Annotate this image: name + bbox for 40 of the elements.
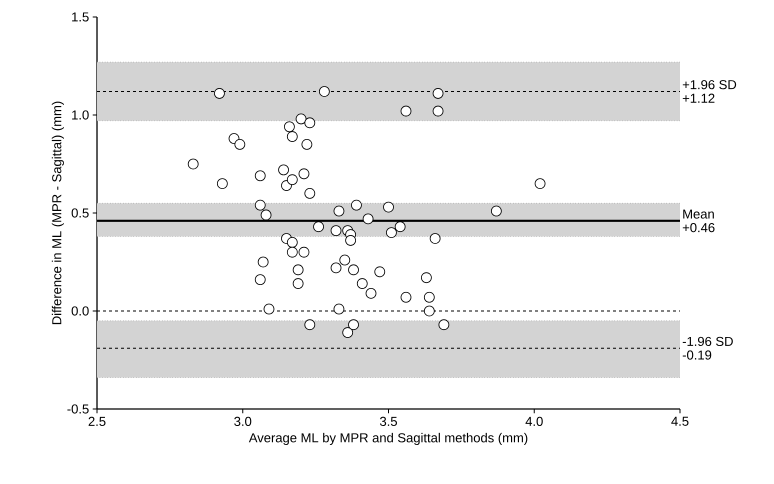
- point: [400, 106, 412, 116]
- y-tick-label: 0.5: [72, 208, 89, 218]
- x-tick-label: 3.0: [234, 416, 252, 426]
- point: [342, 327, 354, 338]
- y-axis-title: Difference in ML (MPR - Sagittal) (mm): [52, 102, 64, 324]
- point: [214, 88, 225, 99]
- text: +0.46: [682, 223, 715, 232]
- ref-line-label: -1.96 SD: [682, 336, 733, 346]
- point: [254, 200, 266, 211]
- point: [386, 227, 397, 238]
- text: -0.19: [682, 350, 712, 360]
- point: [260, 210, 272, 220]
- text: +1.12: [682, 94, 714, 103]
- y-tick-label: 0.0: [72, 306, 89, 316]
- point: [432, 88, 444, 99]
- point: [330, 225, 342, 236]
- x-tick-label: 4.5: [671, 416, 688, 426]
- y-tick-label: 1.5: [72, 12, 89, 22]
- y-tick-label: 1.0: [72, 110, 89, 120]
- x-axis-title: Average ML by MPR and Sagittal methods (mm): [248, 432, 528, 445]
- point: [296, 114, 306, 124]
- point: [348, 319, 359, 330]
- point: [438, 319, 450, 330]
- point: [383, 202, 394, 213]
- point: [304, 117, 316, 128]
- point: [351, 200, 362, 211]
- point: [318, 86, 330, 97]
- point: [334, 206, 344, 216]
- point: [362, 213, 374, 224]
- x-tick-label: 3.5: [380, 416, 397, 426]
- x-tick-label: 2.5: [88, 416, 106, 426]
- point: [432, 106, 444, 116]
- y-tick-label: -0.5: [67, 404, 89, 414]
- point: [304, 319, 316, 330]
- point: [490, 206, 502, 216]
- point: [313, 221, 324, 232]
- ref-line-label: +1.96 SD: [682, 80, 736, 90]
- point: [394, 221, 406, 232]
- ref-line-label: Mean: [683, 210, 714, 219]
- x-tick-label: 4.0: [526, 416, 543, 426]
